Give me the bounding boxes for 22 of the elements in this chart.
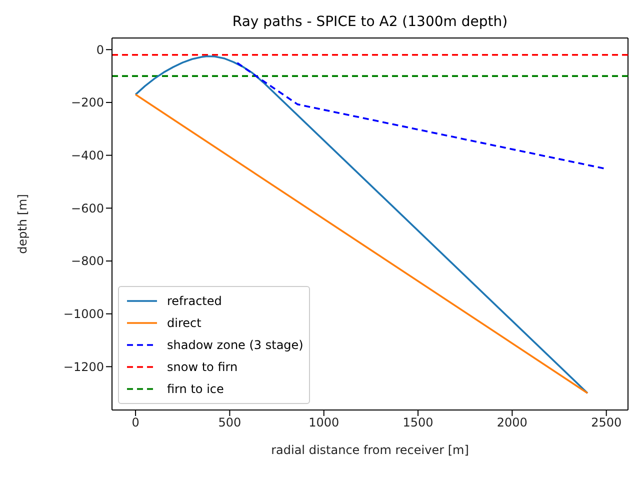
y-tick-label: −1000 bbox=[63, 307, 104, 322]
x-tick-label: 1500 bbox=[402, 416, 434, 430]
y-tick-label: −200 bbox=[71, 96, 104, 110]
legend-label: direct bbox=[167, 316, 202, 330]
y-tick-label: −400 bbox=[71, 148, 104, 163]
chart-title: Ray paths - SPICE to A2 (1300m depth) bbox=[231, 14, 509, 30]
x-tick-label: 1000 bbox=[308, 416, 340, 430]
y-axis-title: depth [m] bbox=[15, 194, 30, 254]
y-tick-label: −600 bbox=[71, 201, 104, 216]
line-series bbox=[236, 62, 606, 170]
x-tick-label: 2500 bbox=[591, 416, 622, 430]
legend-label: shadow zone (3 stage) bbox=[167, 338, 304, 352]
x-tick-label: 0 bbox=[132, 416, 140, 430]
legend-label: snow to firn bbox=[167, 360, 238, 374]
y-tick-label: −800 bbox=[71, 254, 104, 268]
legend-label: firn to ice bbox=[167, 382, 224, 396]
x-tick-label: 500 bbox=[218, 416, 242, 430]
x-axis-title: radial distance from receiver [m] bbox=[271, 443, 469, 457]
y-tick-label: −1200 bbox=[63, 360, 104, 374]
x-tick-label: 2000 bbox=[496, 416, 528, 430]
legend-label: refracted bbox=[167, 294, 222, 308]
y-tick-label: 0 bbox=[96, 42, 104, 57]
